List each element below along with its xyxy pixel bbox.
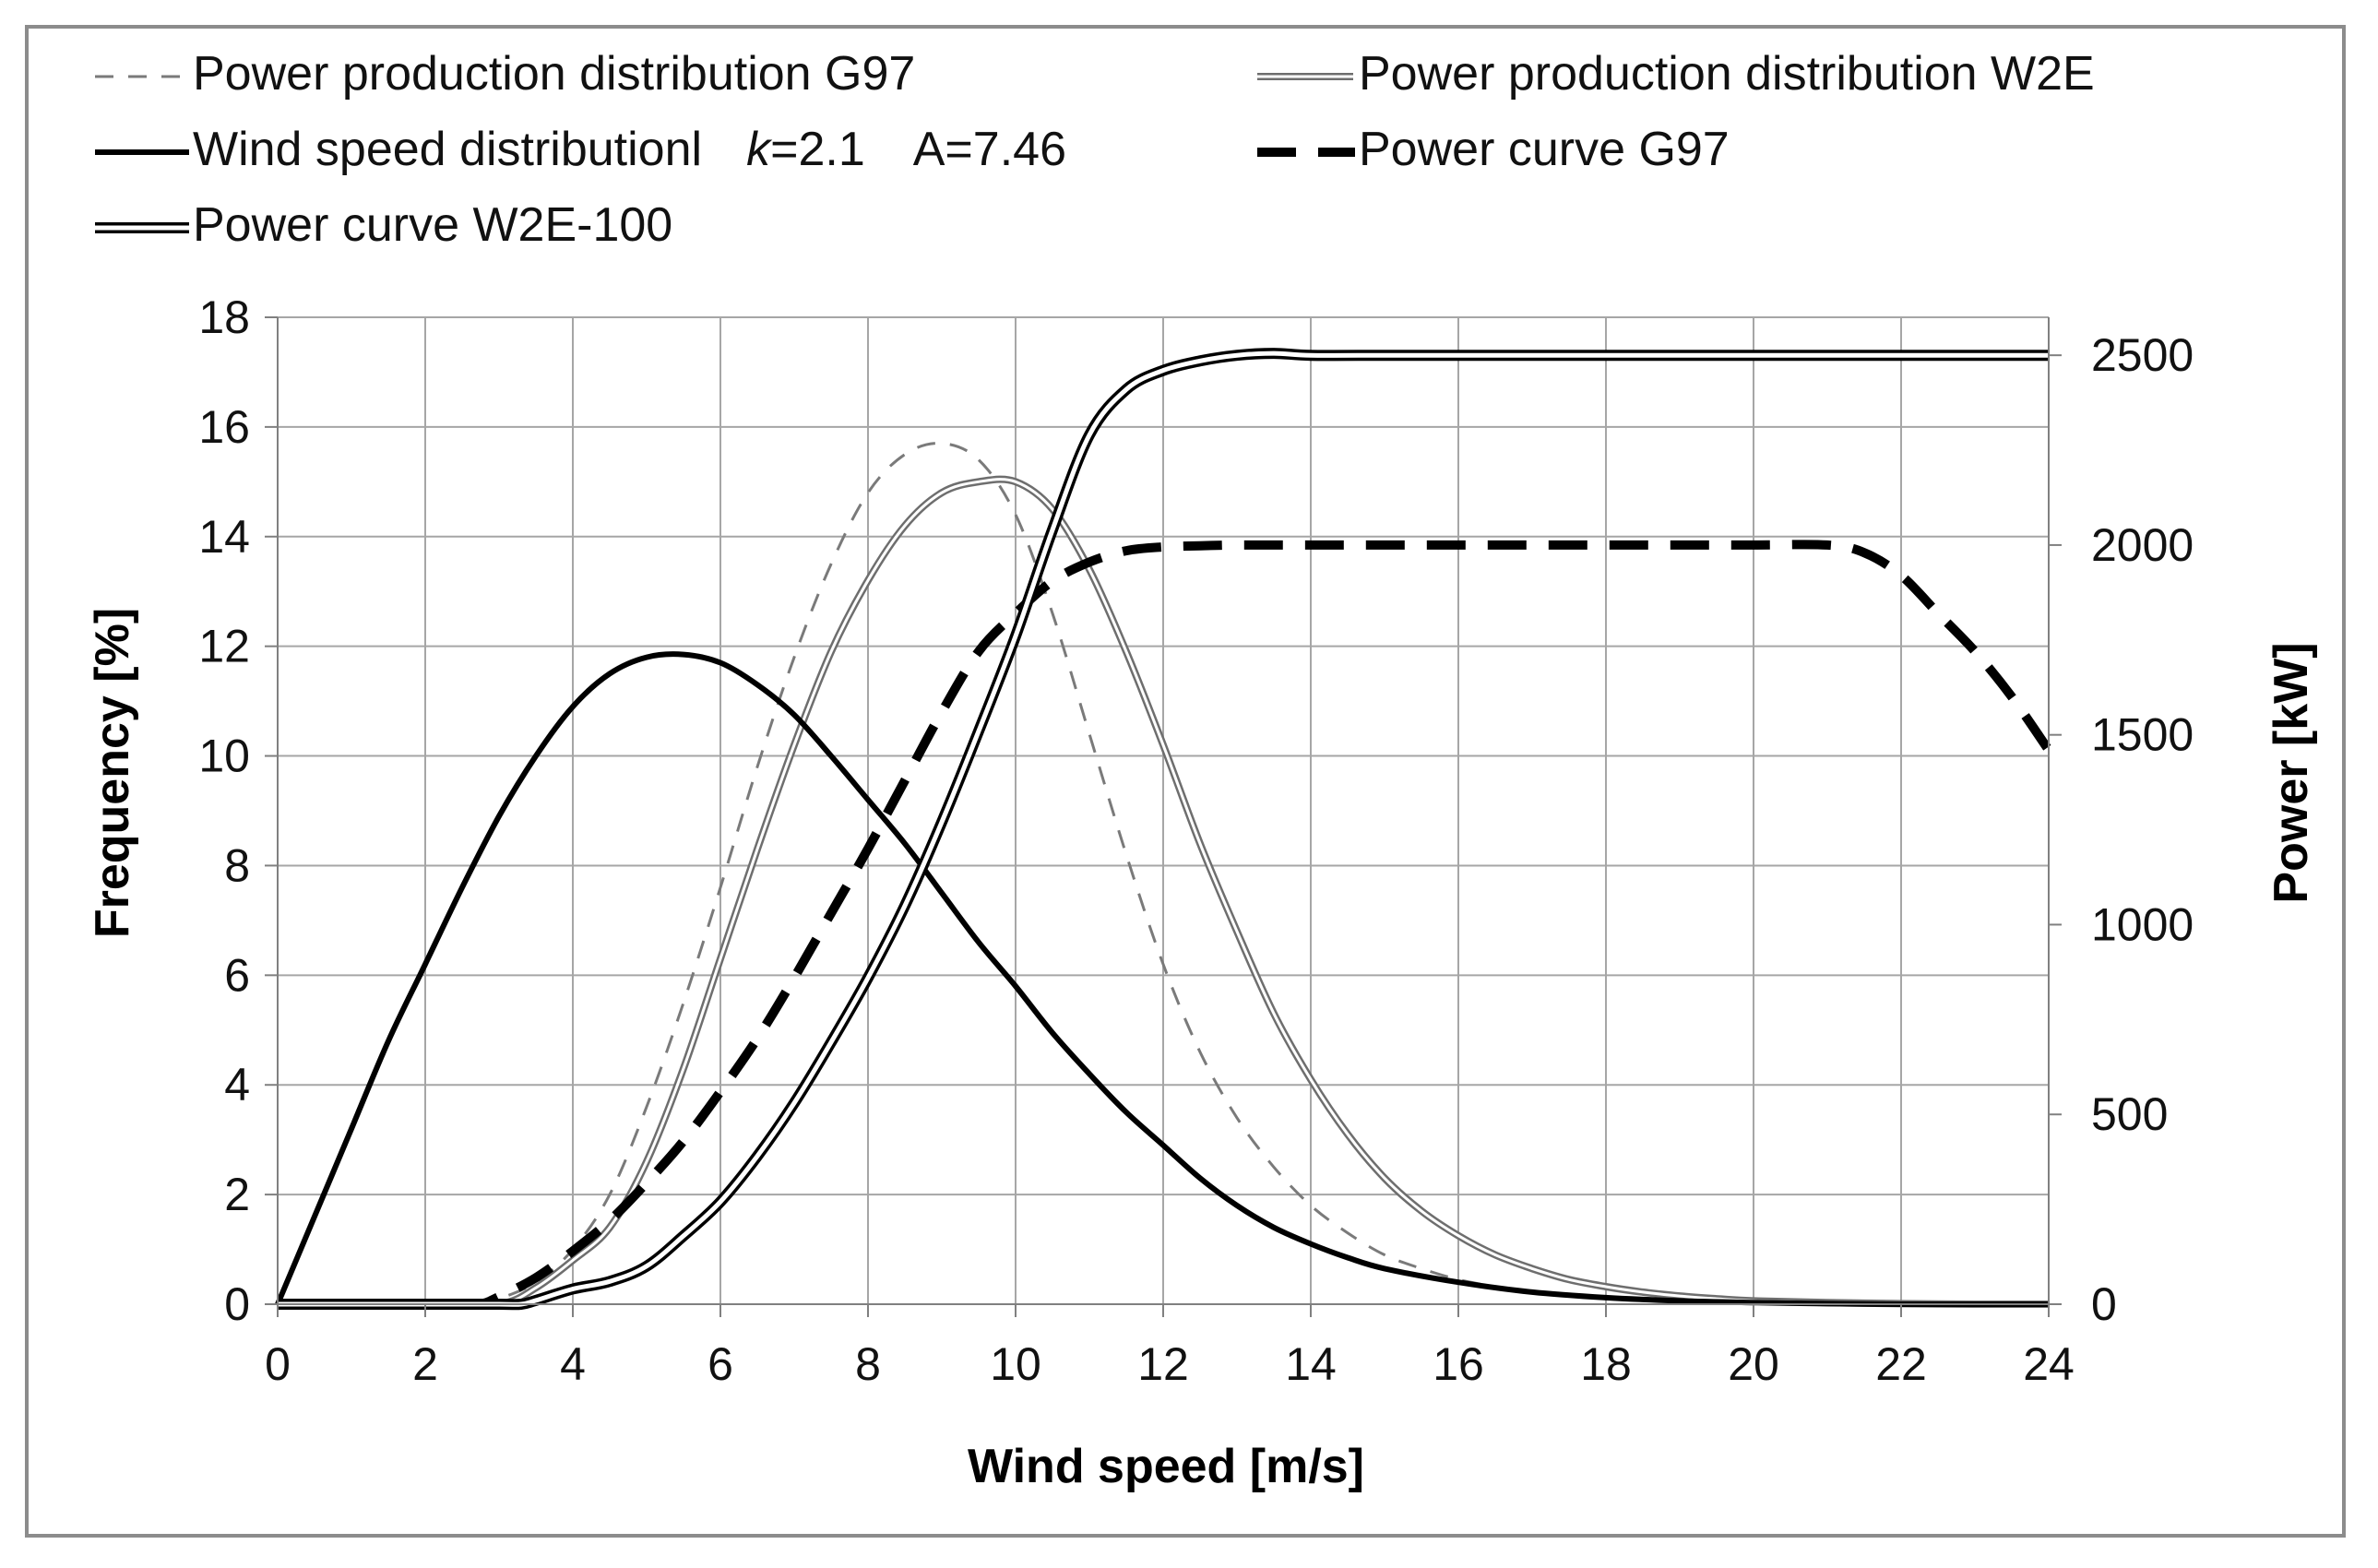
chart-svg: 0 2 4 6 8 10 12 14 16 18 20 22 240246810121416180500… [86, 47, 2318, 1493]
y2-tick-label: 0 [2091, 1278, 2117, 1330]
legend-label-g97-power: Power curve G97 [1359, 123, 1730, 176]
x-tick-label: 4 [560, 1338, 586, 1390]
series-line [278, 442, 2049, 1306]
y-tick-label: 4 [224, 1059, 250, 1111]
x-tick-label: 22 [1875, 1338, 1927, 1390]
tick-layer: 0 2 4 6 8 10 12 14 16 18 20 22 240246810121416180500… [198, 291, 2194, 1390]
y2-axis-title: Power [kW] [2265, 642, 2318, 903]
legend-label-wind-distribution: Wind speed distributionl k=2.1 A=7.46 [193, 123, 1066, 176]
y-tick-label: 14 [198, 511, 250, 563]
y-tick-label: 2 [224, 1169, 250, 1220]
series-line [278, 540, 2053, 1310]
x-tick-label: 10 [990, 1338, 1041, 1390]
x-tick-label: 8 [855, 1338, 881, 1390]
x-tick-label: 6 [707, 1338, 733, 1390]
y2-tick-label: 2000 [2091, 519, 2194, 571]
series-line [278, 478, 2050, 1307]
series-line [278, 350, 2049, 1307]
legend-label-w2e-power: Power curve W2E-100 [193, 198, 672, 252]
y-tick-label: 12 [198, 621, 250, 672]
x-tick-label: 18 [1580, 1338, 1632, 1390]
series-layer [275, 348, 2053, 1311]
series-1-thin-double [278, 475, 2050, 1310]
series-2-thick-solid [275, 651, 2049, 1308]
series-3-thick-dashed [278, 540, 2053, 1310]
y2-tick-label: 1000 [2091, 898, 2194, 950]
legend-wind-k-symbol: k [746, 123, 773, 176]
legend-wind-main: Wind speed distributionl [193, 123, 702, 176]
legend-wind-k-value: =2.1 [770, 123, 865, 176]
series-4-thick-double [278, 348, 2049, 1311]
x-tick-label: 12 [1137, 1338, 1189, 1390]
x-tick-label: 20 [1728, 1338, 1779, 1390]
chart-frame: 0 2 4 6 8 10 12 14 16 18 20 22 24 0 2 4 6 8 10 12 14 16 18 0 500… [25, 25, 2346, 1538]
series-0-thin-dashed [278, 442, 2049, 1306]
grid-layer [277, 316, 2050, 1305]
y2-tick-label: 500 [2091, 1088, 2168, 1140]
y-tick-label: 18 [198, 291, 250, 343]
legend-wind-a: A=7.46 [913, 123, 1066, 176]
y-tick-label: 6 [224, 949, 250, 1001]
x-tick-label: 24 [2023, 1338, 2075, 1390]
y-axis-title: Frequency [%] [86, 608, 139, 938]
y-tick-label: 10 [198, 731, 250, 782]
y-tick-label: 16 [198, 401, 250, 453]
x-tick-label: 14 [1285, 1338, 1337, 1390]
x-tick-label: 2 [412, 1338, 438, 1390]
legend-label-g97-production: Power production distribution G97 [193, 47, 915, 101]
legend-label-w2e-production: Power production distribution W2E [1359, 47, 2095, 101]
x-axis-title: Wind speed [m/s] [968, 1440, 1364, 1493]
x-tick-label: 16 [1433, 1338, 1484, 1390]
x-tick-label: 0 [265, 1338, 291, 1390]
legend: Power production distribution G97 Power … [95, 47, 2095, 252]
y-tick-label: 0 [224, 1278, 250, 1330]
series-line [275, 651, 2049, 1308]
y2-tick-label: 1500 [2091, 709, 2194, 761]
y-tick-label: 8 [224, 839, 250, 891]
y2-tick-label: 2500 [2091, 329, 2194, 381]
